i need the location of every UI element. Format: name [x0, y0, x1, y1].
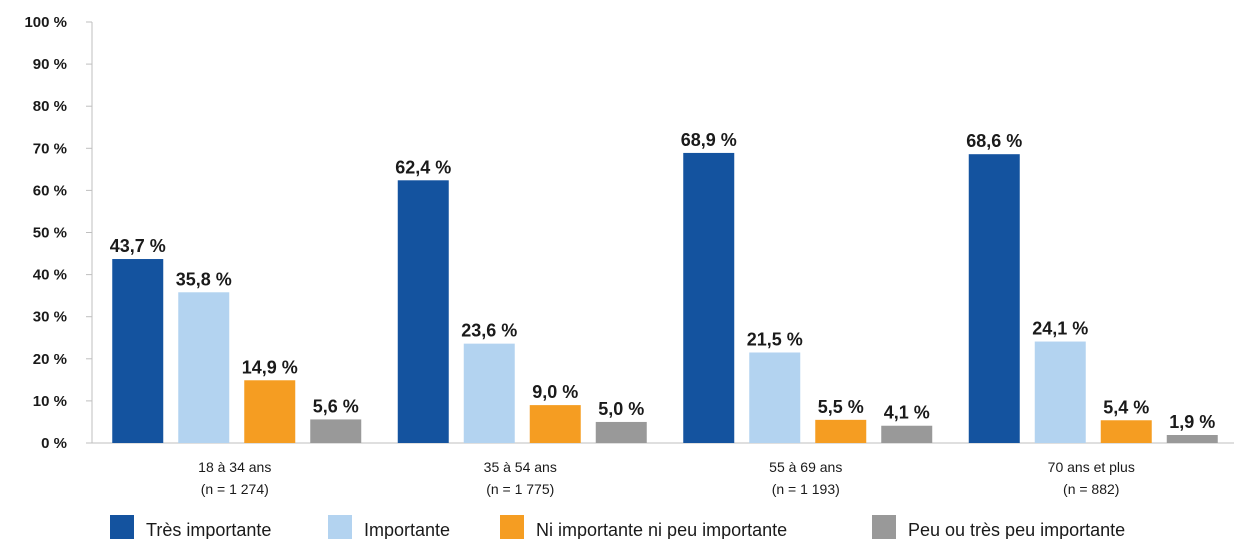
x-category-label: 35 à 54 ans [484, 459, 557, 475]
data-label: 5,0 % [598, 399, 644, 419]
data-label: 21,5 % [747, 329, 803, 349]
y-tick-label: 10 % [33, 393, 67, 410]
y-tick-label: 90 % [33, 56, 67, 73]
bar [1166, 435, 1218, 443]
data-label: 68,9 % [681, 130, 737, 150]
data-label: 62,4 % [395, 157, 451, 177]
y-tick-label: 0 % [41, 435, 67, 452]
y-tick-label: 80 % [33, 98, 67, 115]
bar [595, 421, 647, 443]
legend-label: Peu ou très peu importante [908, 520, 1125, 539]
y-tick-label: 70 % [33, 140, 67, 157]
x-category-sublabel: (n = 1 775) [486, 481, 554, 497]
data-label: 43,7 % [110, 236, 166, 256]
legend-label: Importante [364, 520, 450, 539]
data-label: 5,6 % [313, 396, 359, 416]
data-label: 5,4 % [1103, 397, 1149, 417]
bar [529, 405, 581, 443]
legend-item: Très importante [110, 515, 271, 539]
bar [244, 380, 296, 443]
bar [463, 343, 515, 443]
legend-swatch [328, 515, 352, 539]
legend-label: Très importante [146, 520, 271, 539]
y-axis-ticks: 0 % 10 % 20 % 30 % 40 % 50 % 60 % 70 % 80 % 90 % 1… [24, 14, 92, 452]
y-tick-label: 20 % [33, 351, 67, 368]
legend-label: Ni importante ni peu importante [536, 520, 787, 539]
data-label: 4,1 % [884, 403, 930, 423]
y-tick-label: 100 % [24, 14, 67, 31]
bar [178, 292, 230, 443]
category-labels: 18 à 34 ans (n = 1 274) 35 à 54 ans (n = 1 … [198, 459, 1135, 497]
bar [881, 425, 933, 443]
legend-swatch [500, 515, 524, 539]
x-category-sublabel: (n = 1 274) [201, 481, 269, 497]
bar [968, 154, 1020, 443]
bar [1100, 420, 1152, 443]
bar [683, 152, 735, 443]
data-label: 1,9 % [1169, 412, 1215, 432]
legend-item: Peu ou très peu importante [872, 515, 1125, 539]
x-category-label: 70 ans et plus [1048, 459, 1135, 475]
x-category-label: 18 à 34 ans [198, 459, 271, 475]
legend-item: Ni importante ni peu importante [500, 515, 787, 539]
bar [112, 259, 164, 443]
y-tick-label: 30 % [33, 309, 67, 326]
legend-item: Importante [328, 515, 450, 539]
bar [749, 352, 801, 443]
data-label: 68,6 % [966, 131, 1022, 151]
data-label: 5,5 % [818, 397, 864, 417]
y-tick-label: 40 % [33, 267, 67, 284]
bar [310, 419, 362, 443]
bar [1034, 341, 1086, 443]
data-label: 35,8 % [176, 269, 232, 289]
x-category-label: 55 à 69 ans [769, 459, 842, 475]
bars [112, 152, 1218, 443]
data-label: 23,6 % [461, 321, 517, 341]
x-category-sublabel: (n = 1 193) [772, 481, 840, 497]
legend-swatch [872, 515, 896, 539]
x-category-sublabel: (n = 882) [1063, 481, 1119, 497]
data-label: 9,0 % [532, 382, 578, 402]
data-label: 24,1 % [1032, 319, 1088, 339]
legend: Très importante Importante Ni importante n… [110, 515, 1125, 539]
y-tick-label: 50 % [33, 225, 67, 242]
data-labels: 43,7 % 35,8 % 14,9 % 5,6 % 62,4 % 23,6 % 9,0 %… [110, 130, 1216, 432]
bar [815, 419, 867, 443]
data-label: 14,9 % [242, 357, 298, 377]
y-tick-label: 60 % [33, 182, 67, 199]
legend-swatch [110, 515, 134, 539]
bar [397, 180, 449, 443]
